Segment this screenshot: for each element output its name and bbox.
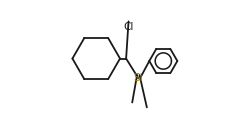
Text: Si: Si (133, 73, 142, 83)
Text: Cl: Cl (123, 22, 133, 32)
